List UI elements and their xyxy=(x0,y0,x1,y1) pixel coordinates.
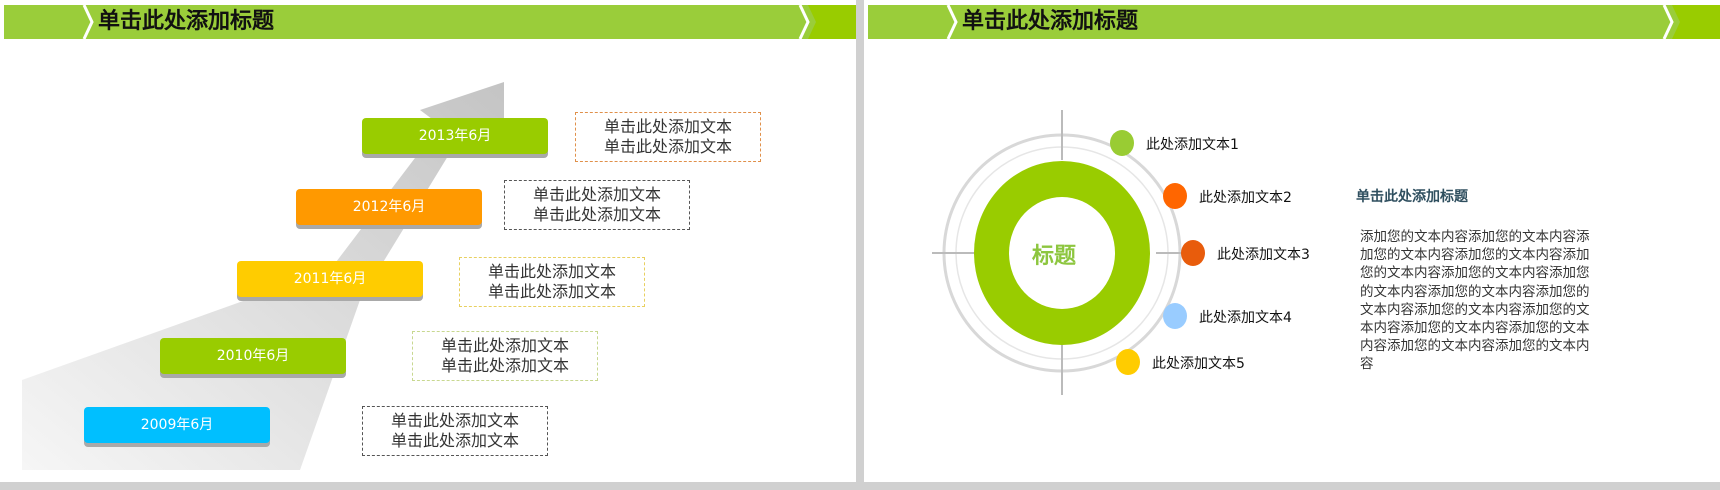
milestone-textbox[interactable]: 单击此处添加文本 单击此处添加文本 xyxy=(362,406,548,456)
milestone-text-line: 单击此处添加文本 xyxy=(487,262,616,281)
item-label: 此处添加文本1 xyxy=(1146,137,1239,153)
milestone-textbox[interactable]: 单击此处添加文本 单击此处添加文本 xyxy=(575,112,761,162)
item-dot-icon xyxy=(1181,240,1205,266)
slide-header: 单击此处添加标题 xyxy=(868,5,1720,39)
milestone-date: 2013年6月 xyxy=(362,118,548,154)
slide-circle: 单击此处添加标题 标题 此处添加文本1 此处添加文本2 此处添加文本3 此处添加文本4… xyxy=(864,0,1720,482)
item-label: 此处添加文本4 xyxy=(1199,310,1292,326)
milestone-date: 2012年6月 xyxy=(296,189,482,225)
content-paragraph: 添加您的文本内容添加您的文本内容添加您的文本内容添加您的文本内容添加您的文本内容… xyxy=(1360,229,1590,373)
item-label: 此处添加文本3 xyxy=(1217,247,1310,263)
milestone-text-line: 单击此处添加文本 xyxy=(390,431,519,450)
milestone-text-line: 单击此处添加文本 xyxy=(603,117,732,136)
milestone-date: 2010年6月 xyxy=(160,338,346,374)
milestone-textbox[interactable]: 单击此处添加文本 单击此处添加文本 xyxy=(459,257,645,307)
milestone-textbox[interactable]: 单击此处添加文本 单击此处添加文本 xyxy=(412,331,598,381)
item-dot-icon xyxy=(1110,130,1134,156)
slide-title: 单击此处添加标题 xyxy=(98,9,275,34)
milestone-date: 2009年6月 xyxy=(84,407,270,443)
item-dot-icon xyxy=(1116,349,1140,375)
milestone-text-line: 单击此处添加文本 xyxy=(532,185,661,204)
slide-header: 单击此处添加标题 xyxy=(4,5,856,39)
slide-timeline: 单击此处添加标题 2013年6月 单击此处添加文本 单击此处添加文本 2012年6月单… xyxy=(0,0,856,482)
center-title: 标题 xyxy=(1032,244,1077,269)
milestone-text-line: 单击此处添加文本 xyxy=(440,356,569,375)
circle-diagram xyxy=(932,110,1184,395)
content-heading: 单击此处添加标题 xyxy=(1356,189,1468,205)
milestone-date: 2011年6月 xyxy=(237,261,423,297)
slide-title: 单击此处添加标题 xyxy=(962,9,1139,34)
chevron-decoration xyxy=(82,5,856,39)
milestone-text-line: 单击此处添加文本 xyxy=(487,282,616,301)
item-label: 此处添加文本5 xyxy=(1152,356,1245,372)
chevron-decoration xyxy=(946,5,1720,39)
milestone-text-line: 单击此处添加文本 xyxy=(440,336,569,355)
item-dot-icon xyxy=(1163,303,1187,329)
item-label: 此处添加文本2 xyxy=(1199,190,1292,206)
arrow-icon xyxy=(22,82,504,470)
milestone-textbox[interactable]: 单击此处添加文本 单击此处添加文本 xyxy=(504,180,690,230)
milestone-text-line: 单击此处添加文本 xyxy=(390,411,519,430)
milestone-text-line: 单击此处添加文本 xyxy=(603,137,732,156)
item-dot-icon xyxy=(1163,183,1187,209)
milestone-text-line: 单击此处添加文本 xyxy=(532,205,661,224)
